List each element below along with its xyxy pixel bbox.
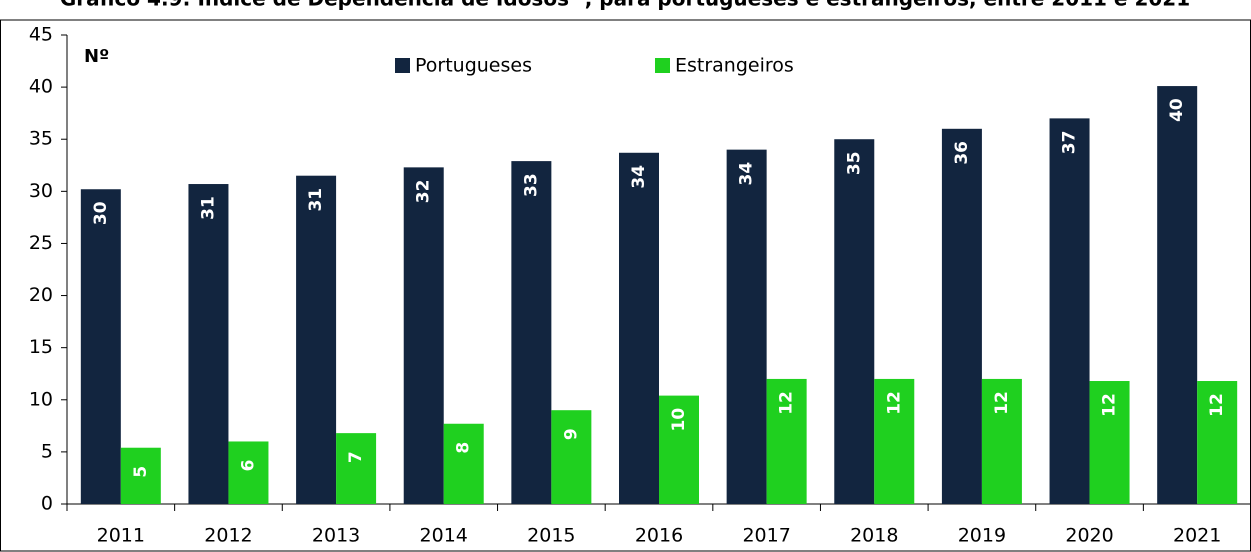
bar xyxy=(403,167,444,504)
bar xyxy=(874,378,915,504)
x-tick-label: 2015 xyxy=(527,525,575,547)
value-label: 7 xyxy=(346,451,366,463)
value-label: 12 xyxy=(1100,393,1120,417)
bar xyxy=(1157,86,1198,505)
value-label: 12 xyxy=(777,391,797,415)
bar xyxy=(659,395,699,504)
x-tick-label: 2019 xyxy=(958,525,1006,547)
value-label: 12 xyxy=(1207,393,1227,417)
bar xyxy=(1197,381,1238,504)
bar xyxy=(941,128,982,505)
y-tick-label: 5 xyxy=(41,440,53,462)
y-tick-label: 25 xyxy=(29,232,53,254)
legend-label: Portugueses xyxy=(415,55,532,77)
value-label: 32 xyxy=(414,180,434,204)
bar xyxy=(766,378,807,504)
value-label: 31 xyxy=(198,196,218,220)
x-tick-label: 2012 xyxy=(204,525,252,547)
value-label: 34 xyxy=(629,165,649,189)
y-tick-label: 35 xyxy=(29,128,53,150)
x-tick-label: 2013 xyxy=(312,525,360,547)
value-label: 36 xyxy=(952,141,972,165)
x-tick-label: 2021 xyxy=(1173,525,1221,547)
bar xyxy=(511,161,552,504)
bar xyxy=(981,378,1022,504)
bar xyxy=(619,152,659,504)
x-tick-label: 2018 xyxy=(850,525,898,547)
x-tick-label: 2020 xyxy=(1065,525,1113,547)
value-label: 30 xyxy=(91,201,111,225)
y-tick-label: 40 xyxy=(29,76,53,98)
bar xyxy=(726,149,767,504)
bar xyxy=(188,184,229,504)
bar xyxy=(1089,381,1130,504)
bar xyxy=(443,423,484,504)
value-label: 40 xyxy=(1167,98,1187,122)
y-tick-label: 15 xyxy=(29,336,53,358)
value-label: 33 xyxy=(521,173,541,197)
bar xyxy=(296,175,337,504)
legend-swatch xyxy=(395,58,410,73)
value-label: 37 xyxy=(1060,131,1080,155)
y-tick-label: 45 xyxy=(29,24,53,46)
y-tick-label: 20 xyxy=(29,284,53,306)
y-tick-label: 30 xyxy=(29,180,53,202)
legend-label: Estrangeiros xyxy=(675,55,794,77)
value-label: 10 xyxy=(669,408,689,432)
value-label: 12 xyxy=(992,391,1012,415)
bar xyxy=(336,433,377,504)
value-label: 9 xyxy=(561,428,581,440)
value-label: 31 xyxy=(306,188,326,212)
x-tick-label: 2014 xyxy=(420,525,468,547)
y-tick-label: 10 xyxy=(29,388,53,410)
value-label: 6 xyxy=(238,460,258,472)
bar xyxy=(1049,118,1090,504)
value-label: 12 xyxy=(884,391,904,415)
bar xyxy=(551,410,592,504)
legend-swatch xyxy=(655,58,670,73)
value-label: 35 xyxy=(844,151,864,175)
value-label: 5 xyxy=(131,466,151,478)
bar xyxy=(80,189,121,504)
x-tick-label: 2017 xyxy=(742,525,790,547)
chart-title: Gráfico 4.9: Índice de Dependência de Id… xyxy=(60,0,1190,11)
y-tick-label: 0 xyxy=(41,493,53,515)
y-axis-label: Nº xyxy=(84,46,109,67)
value-label: 8 xyxy=(454,442,474,454)
bar xyxy=(228,441,269,504)
value-label: 34 xyxy=(737,162,757,186)
x-tick-label: 2011 xyxy=(97,525,145,547)
x-tick-label: 2016 xyxy=(635,525,683,547)
bar xyxy=(834,139,875,504)
bar xyxy=(120,447,161,504)
